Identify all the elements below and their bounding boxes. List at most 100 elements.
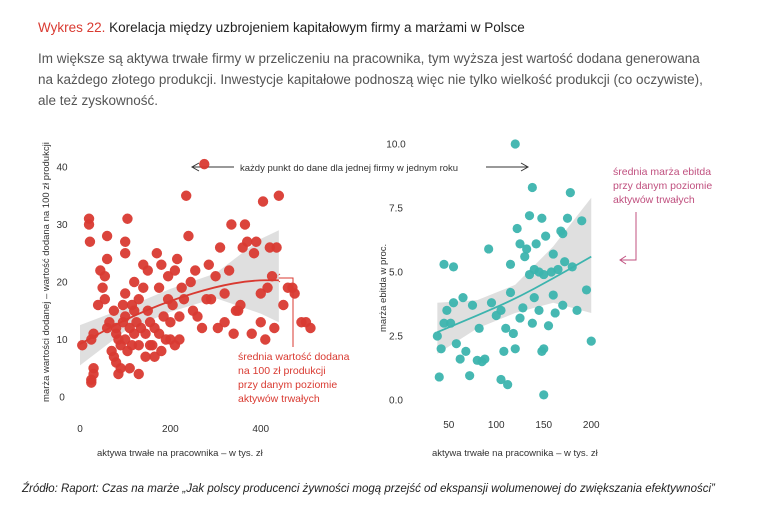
scatter-point [474, 323, 484, 333]
description-line: na każdego złotego produkcji. Inwestycje… [38, 72, 703, 87]
scatter-point [99, 294, 111, 305]
scatter-point [496, 305, 506, 315]
scatter-point [255, 288, 266, 299]
scatter-point [174, 311, 185, 322]
description-line: ale też zyskowność. [38, 93, 159, 108]
description-line: Im większe są aktywa trwałe firmy w prze… [38, 51, 700, 66]
annotation-arrow-left [190, 162, 234, 172]
scatter-point [518, 303, 528, 313]
x-tick-label: 100 [488, 420, 505, 431]
scatter-point [151, 248, 163, 259]
x-tick-label: 400 [252, 424, 269, 435]
scatter-point [508, 328, 518, 339]
scatter-point [138, 282, 149, 293]
scatter-point [562, 213, 573, 223]
left-scatter-plot: 0 200 400 0 10 20 30 40 [56, 158, 316, 435]
scatter-point [543, 321, 554, 331]
scatter-point [520, 252, 530, 262]
scatter-point [534, 305, 544, 315]
scatter-point [539, 344, 549, 354]
scatter-point [539, 390, 549, 400]
scatter-point [119, 334, 131, 345]
description: Im większe są aktywa trwałe firmy w prze… [38, 48, 738, 111]
confidence-band [437, 197, 592, 354]
left-trend-label-line: przy danym poziomie [238, 379, 337, 391]
right-trend-callout [619, 212, 637, 265]
scatter-point [133, 294, 144, 305]
scatter-point [104, 317, 115, 328]
x-tick-label: 200 [162, 424, 179, 435]
scatter-point [192, 311, 203, 322]
y-tick-label: 10.0 [386, 140, 406, 151]
y-tick-label: 2.5 [389, 332, 403, 343]
scatter-point [133, 368, 144, 380]
scatter-point [88, 368, 99, 380]
scatter-point [156, 345, 167, 357]
scatter-point [266, 271, 278, 282]
annotation-top: każdy punkt do dane dla jednej firmy w j… [240, 163, 458, 174]
scatter-point [219, 288, 230, 299]
scatter-point [505, 287, 516, 298]
scatter-point [171, 253, 183, 265]
scatter-point [527, 318, 537, 328]
scatter-point [461, 346, 471, 356]
scatter-point [503, 380, 513, 390]
right-trend-label: średnia marża ebitda przy danym poziomie… [613, 166, 715, 206]
x-tick-label: 200 [583, 420, 600, 431]
scatter-point [432, 331, 442, 341]
scatter-point [448, 298, 459, 308]
scatter-point [289, 288, 300, 299]
scatter-point [548, 290, 558, 300]
scatter-point [133, 340, 144, 351]
scatter-point [169, 265, 181, 276]
scatter-point [101, 253, 113, 265]
scatter-point [99, 271, 111, 282]
scatter-point [226, 219, 237, 230]
left-xlabel: aktywa trwałe na pracownika – w tys. zł [97, 448, 264, 459]
figure-title-text: Korelacja między uzbrojeniem kapitałowym… [109, 20, 525, 35]
scatter-point [515, 313, 525, 323]
y-tick-label: 30 [56, 220, 68, 231]
scatter-point [185, 276, 196, 288]
scatter-point [142, 265, 153, 276]
scatter-point [129, 328, 140, 339]
scatter-point [522, 244, 532, 254]
scatter-point [484, 244, 494, 254]
scatter-point [515, 239, 525, 249]
scatter-point [153, 282, 165, 293]
scatter-point [560, 257, 570, 267]
scatter-point [577, 216, 587, 226]
scatter-point [122, 213, 133, 224]
scatter-point [467, 300, 478, 310]
scatter-point [448, 262, 459, 272]
scatter-point [531, 239, 541, 249]
scatter-point [442, 305, 452, 315]
left-trend-label: średnia wartość dodana na 100 zł produkc… [238, 351, 352, 405]
scatter-point [439, 259, 449, 269]
scatter-point [262, 282, 273, 293]
scatter-point [214, 242, 226, 253]
scatter-point [558, 229, 568, 239]
scatter-point [183, 230, 194, 242]
scatter-point [84, 236, 96, 247]
scatter-point [565, 188, 575, 198]
scatter-point [129, 305, 140, 316]
scatter-point [558, 300, 568, 310]
scatter-point [251, 236, 262, 247]
scatter-point [205, 294, 217, 305]
scatter-point [273, 190, 285, 201]
scatter-point [465, 371, 475, 381]
scatter-point [219, 317, 230, 328]
scatter-point [510, 344, 520, 354]
scatter-point [210, 271, 221, 282]
scatter-point [174, 334, 185, 345]
scatter-point [156, 259, 167, 270]
scatter-point [147, 340, 158, 351]
scatter-point [97, 282, 108, 293]
scatter-point [305, 322, 316, 334]
scatter-point [271, 242, 282, 253]
scatter-point [190, 265, 201, 276]
scatter-point [101, 230, 113, 242]
annotation-arrow-right [486, 162, 530, 172]
